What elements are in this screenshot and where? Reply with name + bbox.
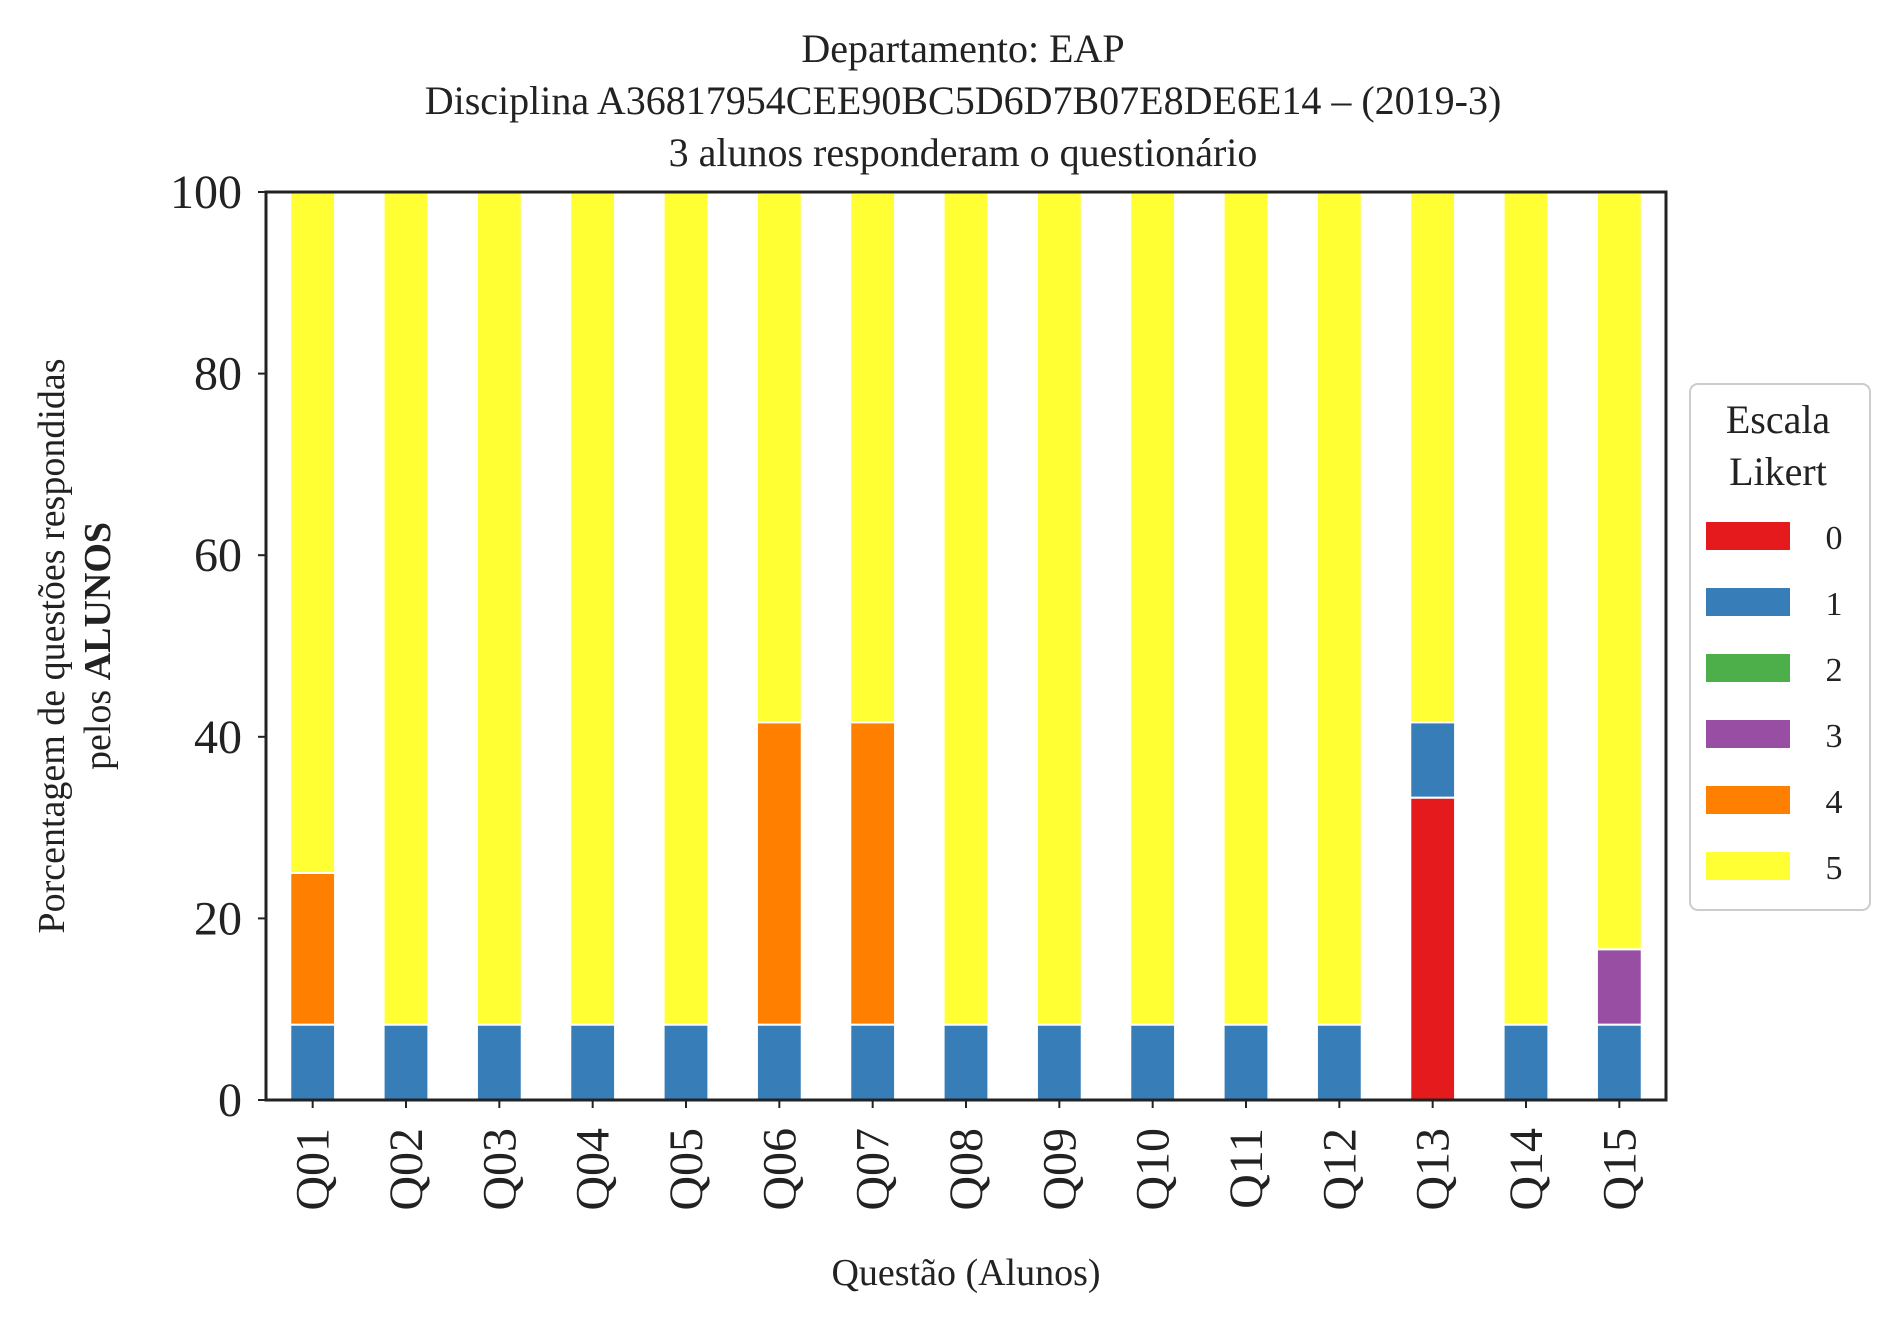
bar-Q06-level-5 [755,191,803,724]
legend-title-line-1: Escala [1726,397,1831,442]
bar-Q03-level-1 [475,1023,523,1102]
bar-Q07-level-5 [849,191,897,724]
bar-Q12-level-1 [1315,1023,1363,1102]
x-tick-label-Q01: Q01 [287,1128,340,1211]
bar-Q01-level-1 [289,1023,337,1102]
y-axis-label-prefix: pelos [77,680,119,770]
bar-Q08-level-1 [942,1023,990,1102]
x-tick-label-Q12: Q12 [1313,1128,1366,1211]
x-tick-label-Q14: Q14 [1500,1128,1553,1211]
y-tick-label: 0 [218,1074,242,1127]
bar-Q11-level-5 [1222,191,1270,1026]
title-line-3: 3 alunos responderam o questionário [669,130,1258,175]
legend-swatch-0 [1706,522,1790,550]
x-tick-label-Q07: Q07 [847,1128,900,1211]
bar-Q13-level-0 [1409,796,1457,1101]
x-tick-label-Q06: Q06 [753,1128,806,1211]
bar-Q03-level-5 [475,191,523,1026]
bar-Q13-level-1 [1409,721,1457,799]
bar-Q04-level-1 [569,1023,617,1102]
legend-label-1: 1 [1826,586,1843,623]
legend-swatch-2 [1706,654,1790,682]
bar-Q10-level-1 [1129,1023,1177,1102]
y-axis-label-bold: ALUNOS [77,522,119,680]
legend-label-4: 4 [1826,784,1843,821]
bar-Q09-level-5 [1035,191,1083,1026]
bar-Q08-level-5 [942,191,990,1026]
y-tick-label: 80 [194,348,242,401]
legend-label-2: 2 [1826,652,1843,689]
bar-Q05-level-1 [662,1023,710,1102]
x-tick-label-Q11: Q11 [1220,1128,1273,1209]
y-tick-label: 20 [194,892,242,945]
y-axis-label: Porcentagem de questões respondidas pelo… [31,358,119,933]
y-axis-ticks: 0 20 40 60 80 100 [170,166,266,1127]
legend-title-line-2: Likert [1729,449,1827,494]
legend-swatch-5 [1706,852,1790,880]
bar-Q11-level-1 [1222,1023,1270,1102]
x-tick-label-Q03: Q03 [473,1128,526,1211]
bar-Q06-level-4 [755,721,803,1026]
title-line-2: Disciplina A36817954CEE90BC5D6D7B07E8DE6… [425,78,1502,123]
x-tick-label-Q10: Q10 [1127,1128,1180,1211]
legend-label-5: 5 [1826,850,1843,887]
bar-Q12-level-5 [1315,191,1363,1026]
x-tick-label-Q04: Q04 [567,1128,620,1211]
legend-label-3: 3 [1826,718,1843,755]
legend-box [1689,383,1871,911]
title-line-1: Departamento: EAP [801,26,1124,71]
y-tick-label: 60 [194,529,242,582]
legend-swatch-4 [1706,786,1790,814]
bar-Q02-level-5 [382,191,430,1026]
x-tick-label-Q02: Q02 [380,1128,433,1211]
bar-Q01-level-5 [289,191,337,874]
legend-swatch-1 [1706,588,1790,616]
bar-Q15-level-5 [1595,191,1643,951]
x-axis-ticks: Q01 Q02 Q03 Q04 Q05 Q06 Q07 Q08 Q09 Q10 Q11 Q12 Q13 Q… [287,1100,1646,1211]
legend-swatch-3 [1706,720,1790,748]
bar-Q13-level-5 [1409,191,1457,724]
y-axis-label-line-1: Porcentagem de questões respondidas [31,358,73,933]
bar-Q07-level-1 [849,1023,897,1102]
bar-Q02-level-1 [382,1023,430,1102]
bar-Q15-level-3 [1595,948,1643,1026]
legend-label-0: 0 [1826,520,1843,557]
bar-Q09-level-1 [1035,1023,1083,1102]
x-tick-label-Q09: Q09 [1033,1128,1086,1211]
bars [289,191,1643,1102]
y-axis-label-line-2: pelos ALUNOS [77,522,119,770]
bar-Q01-level-4 [289,872,337,1026]
legend: Escala Likert 0 1 2 3 4 5 [1689,383,1871,911]
y-tick-label: 40 [194,711,242,764]
bar-Q14-level-5 [1502,191,1550,1026]
legend-items: 0 1 2 3 4 5 [1706,520,1843,887]
x-tick-label-Q13: Q13 [1407,1128,1460,1211]
bar-Q06-level-1 [755,1023,803,1102]
x-tick-label-Q15: Q15 [1593,1128,1646,1211]
bar-Q05-level-5 [662,191,710,1026]
bar-Q15-level-1 [1595,1023,1643,1102]
bar-Q14-level-1 [1502,1023,1550,1102]
bar-Q07-level-4 [849,721,897,1026]
x-axis-label: Questão (Alunos) [831,1252,1100,1294]
y-tick-label: 100 [170,166,242,219]
bar-Q10-level-5 [1129,191,1177,1026]
bar-Q04-level-5 [569,191,617,1026]
x-tick-label-Q05: Q05 [660,1128,713,1211]
chart-title: Departamento: EAP Disciplina A36817954CE… [425,26,1502,175]
x-tick-label-Q08: Q08 [940,1128,993,1211]
